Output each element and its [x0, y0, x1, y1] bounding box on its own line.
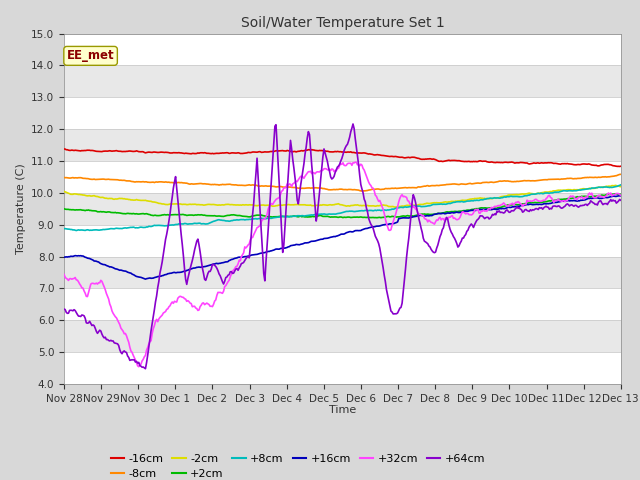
- +2cm: [362, 215, 369, 220]
- +2cm: [617, 192, 625, 197]
- Title: Soil/Water Temperature Set 1: Soil/Water Temperature Set 1: [241, 16, 444, 30]
- +8cm: [362, 208, 370, 214]
- -8cm: [324, 187, 332, 192]
- +32cm: [606, 192, 614, 197]
- -16cm: [60, 146, 68, 152]
- +64cm: [141, 366, 149, 372]
- +32cm: [519, 204, 527, 209]
- -8cm: [60, 175, 68, 180]
- +16cm: [605, 194, 612, 200]
- +2cm: [328, 214, 335, 220]
- +16cm: [329, 234, 337, 240]
- +8cm: [326, 211, 333, 217]
- Bar: [64, 129, 621, 161]
- -16cm: [392, 154, 399, 159]
- -2cm: [393, 204, 401, 210]
- +8cm: [72, 228, 80, 233]
- +64cm: [60, 306, 68, 312]
- +2cm: [324, 214, 332, 219]
- -2cm: [390, 204, 398, 210]
- +2cm: [377, 215, 385, 221]
- -16cm: [604, 161, 611, 167]
- -8cm: [518, 179, 525, 184]
- -2cm: [617, 184, 625, 190]
- +32cm: [364, 176, 371, 181]
- +2cm: [393, 214, 401, 220]
- +16cm: [60, 254, 68, 260]
- +8cm: [393, 205, 401, 211]
- -8cm: [605, 174, 612, 180]
- +64cm: [606, 198, 614, 204]
- +2cm: [518, 201, 525, 207]
- +32cm: [326, 167, 333, 172]
- -2cm: [362, 203, 369, 208]
- -2cm: [605, 183, 612, 189]
- +2cm: [611, 191, 619, 197]
- +16cm: [393, 220, 401, 226]
- +32cm: [60, 272, 68, 277]
- -2cm: [611, 182, 619, 188]
- +8cm: [605, 184, 612, 190]
- +64cm: [394, 310, 401, 316]
- +32cm: [329, 167, 337, 172]
- -2cm: [328, 202, 335, 208]
- +32cm: [617, 192, 625, 198]
- Bar: [64, 193, 621, 225]
- +2cm: [605, 192, 612, 197]
- Line: +16cm: +16cm: [64, 196, 621, 279]
- -16cm: [324, 149, 332, 155]
- +64cm: [617, 197, 625, 203]
- -2cm: [518, 191, 525, 197]
- Bar: [64, 65, 621, 97]
- Bar: [64, 257, 621, 288]
- Line: +64cm: +64cm: [64, 124, 621, 369]
- -8cm: [362, 188, 370, 193]
- +64cm: [519, 209, 527, 215]
- Y-axis label: Temperature (C): Temperature (C): [15, 163, 26, 254]
- +16cm: [518, 203, 525, 208]
- -16cm: [616, 164, 623, 169]
- X-axis label: Time: Time: [329, 405, 356, 415]
- Line: -16cm: -16cm: [64, 149, 621, 167]
- +16cm: [141, 276, 149, 282]
- +16cm: [617, 193, 625, 199]
- -16cm: [617, 163, 625, 169]
- +32cm: [351, 159, 359, 165]
- +32cm: [394, 204, 401, 209]
- Line: -2cm: -2cm: [64, 185, 621, 207]
- Line: +32cm: +32cm: [64, 162, 621, 367]
- Bar: [64, 320, 621, 352]
- +64cm: [329, 175, 337, 181]
- +16cm: [326, 235, 333, 240]
- +16cm: [362, 226, 370, 231]
- +8cm: [329, 211, 337, 217]
- -8cm: [328, 187, 335, 192]
- +32cm: [135, 364, 143, 370]
- +8cm: [60, 226, 68, 232]
- +64cm: [349, 121, 357, 127]
- -8cm: [358, 188, 366, 194]
- Line: +2cm: +2cm: [64, 194, 621, 218]
- Legend: -16cm, -8cm, -2cm, +2cm, +8cm, +16cm, +32cm, +64cm: -16cm, -8cm, -2cm, +2cm, +8cm, +16cm, +3…: [106, 449, 490, 480]
- -16cm: [362, 150, 369, 156]
- +8cm: [518, 194, 525, 200]
- -2cm: [60, 189, 68, 194]
- Line: +8cm: +8cm: [64, 185, 621, 230]
- -8cm: [393, 186, 401, 192]
- +8cm: [617, 182, 625, 188]
- +2cm: [60, 206, 68, 212]
- Line: -8cm: -8cm: [64, 174, 621, 191]
- -16cm: [328, 149, 335, 155]
- +64cm: [326, 168, 333, 174]
- -16cm: [516, 159, 524, 165]
- -8cm: [617, 171, 625, 177]
- Text: EE_met: EE_met: [67, 49, 115, 62]
- +64cm: [364, 209, 371, 215]
- -2cm: [324, 202, 332, 208]
